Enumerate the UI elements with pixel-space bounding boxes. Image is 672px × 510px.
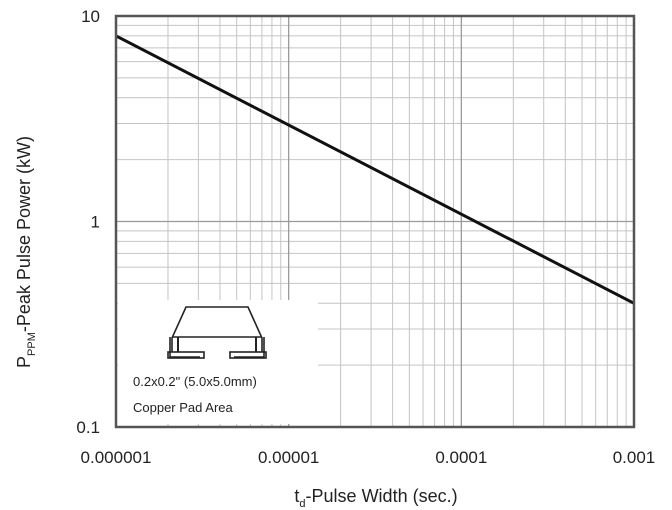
y-tick-label: 10 — [81, 7, 100, 26]
y-tick-label: 0.1 — [76, 418, 100, 437]
y-axis-title: PPPM-Peak Pulse Power (kW) — [14, 136, 38, 368]
series-group — [115, 34, 635, 305]
x-tick-label: 0.0001 — [435, 448, 487, 467]
plot-frame — [114, 14, 636, 429]
y-axis-title-subscript: PPM — [26, 332, 38, 356]
series-line — [115, 34, 635, 305]
x-tick-labels: 0.000001 0.00001 0.0001 0.001 — [81, 448, 656, 467]
smd-package-icon — [167, 306, 267, 359]
inset-background — [118, 300, 318, 424]
inset-line-1: 0.2x0.2" (5.0x5.0mm) — [133, 374, 257, 389]
x-tick-label: 0.001 — [613, 448, 656, 467]
x-axis-title-prefix: t — [294, 486, 299, 506]
x-axis-title-subscript: d — [299, 498, 305, 510]
inset-line-2: Copper Pad Area — [133, 400, 234, 415]
y-tick-labels: 0.1 1 10 — [76, 7, 100, 437]
x-tick-label: 0.000001 — [81, 448, 152, 467]
y-axis-title-prefix: P — [14, 356, 34, 368]
x-axis-title-suffix: -Pulse Width (sec.) — [306, 486, 458, 506]
x-axis-title: td-Pulse Width (sec.) — [294, 486, 457, 510]
y-tick-label: 1 — [91, 213, 100, 232]
x-tick-label: 0.00001 — [258, 448, 319, 467]
y-axis-title-suffix: -Peak Pulse Power (kW) — [14, 136, 34, 332]
copper-pad-inset: 0.2x0.2" (5.0x5.0mm) Copper Pad Area — [118, 300, 318, 424]
